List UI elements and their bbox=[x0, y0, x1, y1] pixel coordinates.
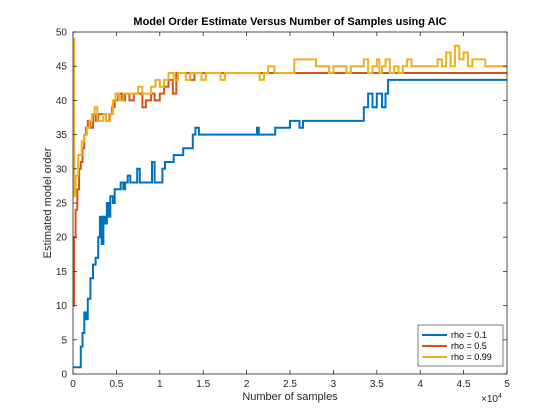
y-tick-label: 10 bbox=[56, 301, 68, 312]
x-tick-label: 0.5 bbox=[109, 379, 123, 390]
y-tick-label: 45 bbox=[56, 62, 68, 73]
y-tick-label: 25 bbox=[56, 199, 68, 210]
legend-label-2: rho = 0.5 bbox=[451, 341, 487, 351]
x-axis-exponent: ×104 bbox=[481, 393, 502, 405]
legend-label-1: rho = 0.1 bbox=[451, 330, 487, 340]
y-tick-label: 40 bbox=[56, 96, 68, 107]
series-line-2 bbox=[72, 72, 507, 307]
y-tick-label: 50 bbox=[56, 28, 68, 39]
x-axis-label: Number of samples bbox=[242, 391, 338, 403]
x-tick-label: 4 bbox=[417, 379, 423, 390]
x-tick-label: 0 bbox=[70, 379, 76, 390]
x-tick-label: 4.5 bbox=[457, 379, 471, 390]
series-line-3 bbox=[73, 37, 507, 198]
y-tick-label: 20 bbox=[56, 233, 68, 244]
y-axis-ticks: 0 5 10 15 20 25 30 35 40 45 50 bbox=[56, 28, 507, 381]
y-tick-label: 15 bbox=[56, 267, 68, 278]
x-tick-label: 3 bbox=[331, 379, 337, 390]
series-line-1 bbox=[73, 78, 507, 369]
series-layer bbox=[72, 37, 507, 369]
plot-area bbox=[73, 32, 507, 374]
chart-title: Model Order Estimate Versus Number of Sa… bbox=[133, 16, 446, 28]
x-tick-label: 2 bbox=[244, 379, 250, 390]
legend-label-3: rho = 0.99 bbox=[451, 352, 492, 362]
x-tick-label: 1.5 bbox=[196, 379, 210, 390]
y-tick-label: 5 bbox=[61, 335, 67, 346]
x-tick-label: 5 bbox=[504, 379, 510, 390]
x-axis-ticks: 0 0.5 1 1.5 2 2.5 3 3.5 4 4.5 5 bbox=[70, 32, 510, 390]
y-tick-label: 35 bbox=[56, 130, 68, 141]
x-tick-label: 1 bbox=[157, 379, 163, 390]
y-tick-label: 30 bbox=[56, 164, 68, 175]
y-axis-label: Estimated model order bbox=[42, 147, 54, 258]
x-tick-label: 3.5 bbox=[370, 379, 384, 390]
x-tick-label: 2.5 bbox=[283, 379, 297, 390]
y-tick-label: 0 bbox=[61, 370, 67, 381]
